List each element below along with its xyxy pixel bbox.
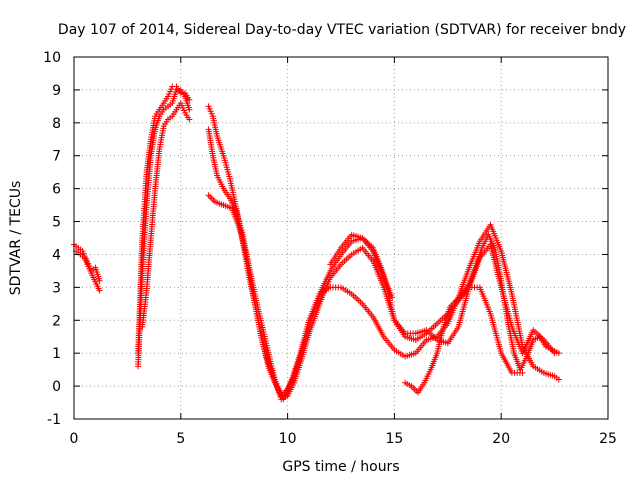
y-tick-label: 8: [52, 116, 61, 132]
chart-title: Day 107 of 2014, Sidereal Day-to-day VTE…: [58, 22, 626, 38]
x-tick-label: 10: [279, 431, 297, 447]
y-axis-label: SDTVAR / TECUs: [8, 181, 24, 296]
series-rise-lower: [139, 100, 193, 330]
y-tick-label: 5: [52, 215, 61, 231]
x-tick-label: 15: [385, 431, 403, 447]
y-tick-label: 10: [43, 50, 61, 66]
data-points: [71, 83, 562, 403]
x-tick-label: 20: [492, 431, 510, 447]
x-tick-label: 25: [599, 431, 617, 447]
plot-frame: [73, 56, 609, 420]
data-point: [186, 116, 193, 123]
y-tick-label: 6: [52, 182, 61, 198]
series-rise-upper: [135, 83, 193, 357]
x-axis-label: GPS time / hours: [282, 459, 399, 475]
data-point: [519, 369, 526, 376]
x-tick-label: 0: [70, 431, 79, 447]
y-tick-label: 0: [52, 379, 61, 395]
y-tick-label: -1: [47, 412, 61, 428]
data-point: [389, 294, 396, 301]
data-point: [555, 376, 562, 383]
y-tick-label: 2: [52, 313, 61, 329]
data-point: [96, 277, 103, 284]
y-tick-label: 7: [52, 149, 61, 165]
data-point: [186, 106, 193, 113]
data-point: [96, 287, 103, 294]
y-tick-label: 3: [52, 280, 61, 296]
x-tick-label: 5: [176, 431, 185, 447]
data-point: [555, 350, 562, 357]
y-tick-label: 4: [52, 247, 61, 263]
data-point: [186, 96, 193, 103]
y-tick-label: 1: [52, 346, 61, 362]
series-early-start-b: [73, 248, 103, 294]
axes: 0 5 10 15 20 25 -1 0 1 2 3 4 5 6 7 8 9 10: [43, 50, 617, 447]
y-tick-label: 9: [52, 83, 61, 99]
series-afternoon-b: [402, 231, 562, 396]
grid-lines: [74, 57, 608, 419]
